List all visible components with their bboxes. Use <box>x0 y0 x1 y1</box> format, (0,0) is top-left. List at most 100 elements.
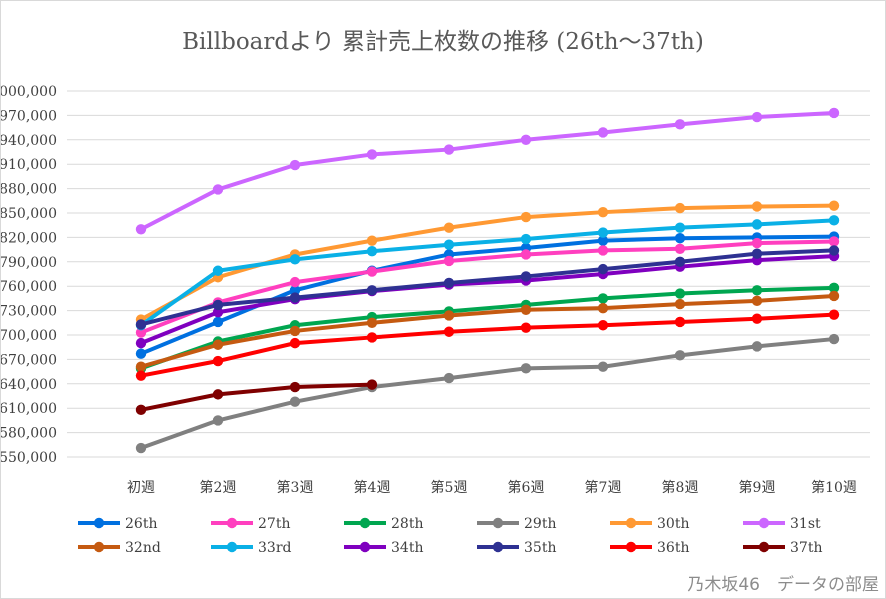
data-point <box>751 313 763 324</box>
legend-marker <box>758 517 770 529</box>
y-tick-label: 1,000,000 <box>1 84 57 100</box>
data-point <box>289 159 301 171</box>
data-point <box>751 111 763 123</box>
series-32nd <box>135 290 840 372</box>
data-point <box>135 319 147 330</box>
data-point <box>366 235 378 246</box>
x-tick-label: 第4週 <box>354 479 391 496</box>
legend-marker <box>625 541 637 553</box>
data-point <box>520 271 532 282</box>
y-tick-label: 730,000 <box>1 304 57 320</box>
data-point <box>366 317 378 328</box>
data-point <box>212 184 224 195</box>
data-point <box>597 227 609 238</box>
data-point <box>597 263 609 275</box>
legend-item-31st: 31st <box>743 516 821 532</box>
data-point <box>674 243 686 254</box>
data-point <box>751 295 763 307</box>
legend-marker <box>359 541 371 553</box>
data-point <box>751 341 763 352</box>
series-line <box>140 312 835 378</box>
series-35th <box>135 245 840 330</box>
data-point <box>443 372 455 384</box>
legend-marker <box>758 541 770 553</box>
legend-marker <box>93 541 105 553</box>
legend-item-33rd: 33rd <box>211 540 292 556</box>
x-tick-label: 第10週 <box>811 479 857 496</box>
data-point <box>289 285 301 296</box>
data-point <box>520 363 532 374</box>
series-line <box>140 293 835 369</box>
data-point <box>443 277 455 289</box>
x-tick-label: 第9週 <box>739 479 776 496</box>
data-point <box>212 307 224 318</box>
data-point <box>828 309 840 320</box>
data-point <box>289 325 301 337</box>
legend-item-28th: 28th <box>344 516 423 532</box>
data-point <box>520 233 532 245</box>
data-point <box>828 245 840 256</box>
data-point <box>212 355 224 367</box>
data-point <box>828 215 840 226</box>
data-point <box>674 222 686 233</box>
data-point <box>289 337 301 349</box>
data-point <box>597 245 609 256</box>
legend-marker <box>492 541 504 553</box>
data-point <box>212 265 224 276</box>
legend-label: 29th <box>524 516 556 532</box>
data-point <box>828 107 840 119</box>
data-point <box>597 206 609 218</box>
source-credit: 乃木坂46 データの部屋 <box>687 575 879 595</box>
x-tick-label: 第6週 <box>508 479 545 496</box>
data-point <box>597 127 609 138</box>
data-point <box>674 202 686 214</box>
data-point <box>597 302 609 314</box>
legend-marker <box>226 541 238 553</box>
data-point <box>212 316 224 328</box>
y-tick-label: 910,000 <box>1 157 57 173</box>
data-point <box>443 239 455 250</box>
data-point <box>828 333 840 345</box>
series-36th <box>135 309 840 381</box>
legend-item-30th: 30th <box>610 516 689 532</box>
data-point <box>828 282 840 294</box>
series-line <box>140 248 835 327</box>
series-line <box>140 239 835 335</box>
y-tick-label: 700,000 <box>1 328 57 344</box>
data-point <box>135 327 147 338</box>
series-line <box>140 337 835 450</box>
data-point <box>751 237 763 249</box>
data-point <box>366 379 378 390</box>
data-point <box>212 299 224 311</box>
data-point <box>366 332 378 343</box>
legend-marker <box>226 517 238 529</box>
data-point <box>135 404 147 416</box>
legend-item-29th: 29th <box>477 516 556 532</box>
data-point <box>674 298 686 310</box>
data-point <box>597 235 609 246</box>
data-point <box>597 361 609 372</box>
legend-marker <box>359 517 371 529</box>
legend-item-27th: 27th <box>211 516 290 532</box>
x-tick-label: 第2週 <box>200 479 237 496</box>
data-point <box>443 310 455 321</box>
legend-item-36th: 36th <box>610 540 689 556</box>
legend-marker <box>492 517 504 529</box>
data-point <box>135 442 147 454</box>
data-point <box>520 249 532 260</box>
legend-item-26th: 26th <box>78 516 157 532</box>
data-point <box>828 236 840 247</box>
data-point <box>674 316 686 328</box>
data-point <box>212 339 224 350</box>
x-tick-label: 第5週 <box>431 479 468 496</box>
legend-label: 30th <box>657 516 689 532</box>
data-point <box>289 276 301 288</box>
data-point <box>520 304 532 315</box>
data-point <box>597 293 609 304</box>
y-tick-label: 820,000 <box>1 230 57 246</box>
data-point <box>366 285 378 296</box>
legend-item-37th: 37th <box>743 540 822 556</box>
data-point <box>443 326 455 337</box>
data-point <box>828 290 840 302</box>
